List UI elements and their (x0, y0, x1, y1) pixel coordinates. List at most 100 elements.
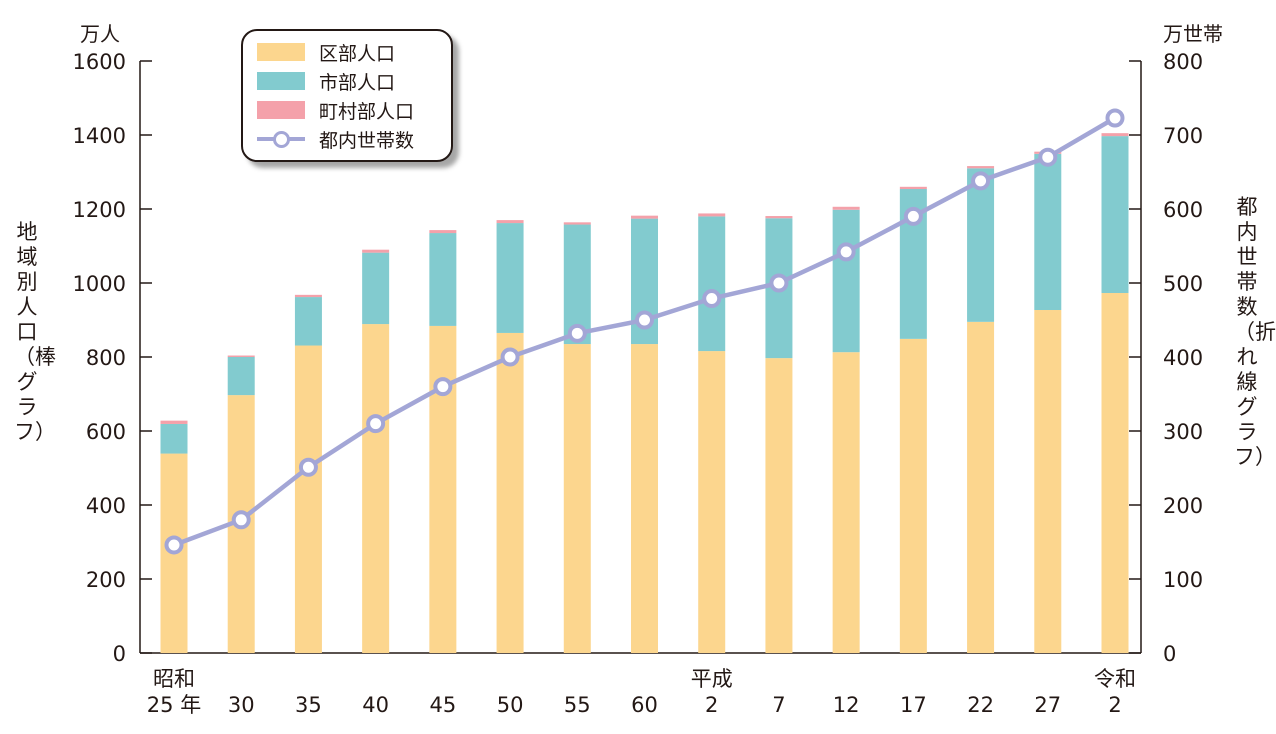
bar-town (227, 355, 255, 357)
bar-city (967, 168, 995, 322)
x-tick-label: 60 (631, 693, 658, 717)
bar-town (832, 206, 860, 210)
x-tick-label: 12 (833, 693, 860, 717)
legend-item-town: 町村部人口 (257, 97, 414, 123)
x-tick-label: 30 (228, 693, 255, 717)
households-point (1105, 108, 1125, 128)
x-tick-label: 35 (295, 693, 322, 717)
bar-town (294, 294, 322, 298)
households-point (903, 206, 923, 226)
right-tick-label: 0 (1163, 642, 1176, 666)
legend-item-ward: 区部人口 (257, 39, 395, 65)
x-tick-label: 22 (967, 693, 994, 717)
bar-ward (1101, 292, 1129, 653)
left-tick-label: 1000 (73, 272, 126, 296)
right-tick-label: 400 (1163, 346, 1203, 370)
households-point (635, 310, 654, 330)
bar-city (227, 357, 255, 396)
bar-town (631, 215, 658, 219)
bar-town (563, 222, 591, 225)
bar-ward (832, 352, 860, 653)
bar-town (496, 220, 524, 224)
bar-town (899, 186, 927, 190)
x-era-label: 令和 (1094, 667, 1136, 691)
right-axis-unit: 万世帯 (1163, 22, 1223, 46)
left-tick-label: 1400 (73, 124, 126, 148)
legend: 区部人口 市部人口 町村部人口 都内世帯数 (241, 29, 453, 162)
left-tick-label: 600 (86, 420, 126, 444)
left-tick-label: 400 (86, 494, 126, 518)
x-tick-label: 2 (1108, 693, 1121, 717)
bar-ward (631, 344, 658, 653)
left-tick-label: 200 (86, 568, 126, 592)
left-tick-label: 1200 (73, 198, 126, 222)
bar-ward (362, 324, 390, 653)
right-tick-label: 300 (1163, 420, 1203, 444)
bar-city (362, 252, 390, 325)
bar-ward (563, 344, 591, 653)
households-point (231, 510, 251, 530)
bar-city (429, 233, 457, 326)
bar-ward (294, 345, 322, 653)
bar-town (967, 166, 995, 169)
bar-city (832, 209, 860, 353)
bar-ward (496, 332, 524, 653)
legend-label-town: 町村部人口 (319, 100, 415, 123)
bar-town (160, 420, 188, 424)
right-tick-label: 200 (1163, 494, 1203, 518)
households-point (567, 323, 587, 343)
bar-ward (1034, 310, 1062, 653)
households-point (702, 289, 722, 309)
right-tick-label: 700 (1163, 124, 1203, 148)
legend-label-ward: 区部人口 (319, 42, 396, 65)
legend-item-city: 市部人口 (257, 68, 395, 94)
bar-town (362, 249, 390, 253)
left-tick-label: 800 (86, 346, 126, 370)
bar-ward (765, 358, 793, 653)
right-tick-label: 100 (1163, 568, 1203, 592)
households-point (433, 377, 453, 397)
right-tick-label: 600 (1163, 198, 1203, 222)
bar-ward (967, 321, 995, 653)
x-era-label: 昭和 (153, 667, 195, 691)
legend-swatch-ward (257, 43, 305, 61)
legend-label-city: 市部人口 (319, 71, 396, 94)
legend-label-households: 都内世帯数 (319, 129, 415, 152)
households-point (1038, 147, 1058, 167)
bar-city (1034, 153, 1062, 311)
x-tick-label: 7 (772, 693, 785, 717)
left-axis-unit: 万人 (80, 22, 120, 46)
bar-city (1101, 136, 1129, 293)
x-tick-label: 50 (497, 693, 524, 717)
households-point (366, 414, 386, 434)
households-point (164, 535, 184, 555)
households-point (500, 347, 520, 367)
households-point (971, 171, 991, 191)
bar-ward (429, 325, 457, 653)
bar-ward (899, 338, 927, 653)
x-tick-label: 55 (564, 693, 591, 717)
right-tick-label: 800 (1163, 50, 1203, 74)
x-tick-label: 27 (1034, 693, 1061, 717)
x-tick-label: 45 (429, 693, 456, 717)
right-axis-label: 都内世帯数（折れ線グラフ） (1234, 195, 1276, 469)
x-tick-label: 17 (900, 693, 927, 717)
bar-city (160, 423, 188, 454)
legend-item-households: 都内世帯数 (257, 126, 414, 152)
x-era-label: 平成 (691, 667, 733, 691)
bar-city (496, 223, 524, 333)
left-tick-label: 1600 (73, 50, 126, 74)
legend-swatch-city (257, 72, 305, 90)
households-point (298, 457, 318, 477)
households-point (769, 273, 789, 293)
bar-town (765, 216, 793, 219)
bar-city (698, 216, 726, 352)
left-axis-label: 地域別人口（棒グラフ） (14, 220, 56, 444)
legend-swatch-households (257, 130, 305, 148)
bar-town (1101, 133, 1129, 137)
bar-town (429, 230, 457, 234)
bar-city (294, 297, 322, 346)
left-tick-label: 0 (113, 642, 126, 666)
bar-ward (698, 351, 726, 653)
